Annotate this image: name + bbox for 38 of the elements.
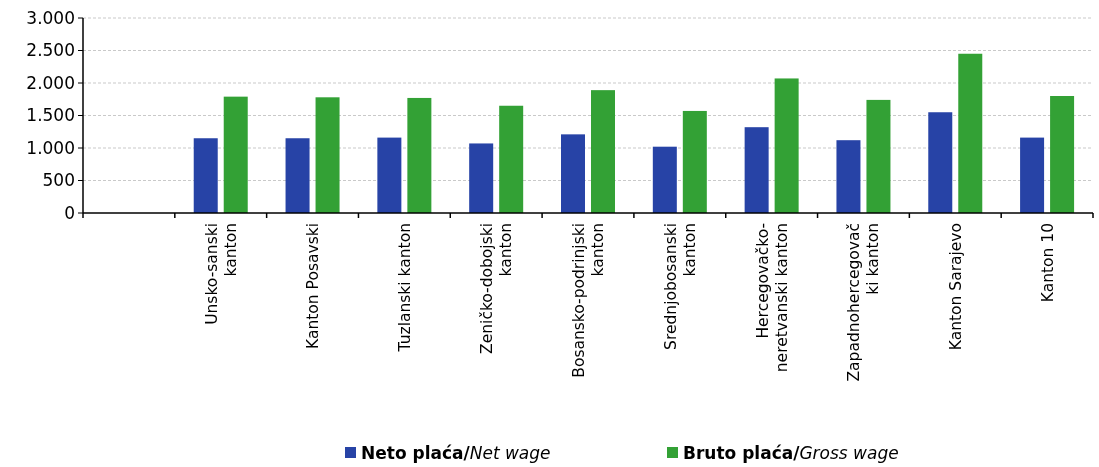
legend-label: Neto plaća/Net wage (361, 442, 551, 463)
bar (652, 146, 677, 213)
x-tick-label: Kanton 10 (1038, 223, 1057, 303)
x-tick-label: Unsko-sanski kanton (202, 223, 240, 325)
bar (866, 99, 891, 213)
y-tick-label: 1.000 (26, 137, 75, 158)
x-tick-label: Bosansko-podrinjski kanton (569, 223, 607, 378)
legend-label: Bruto plaća/Gross wage (683, 442, 899, 463)
bar (928, 112, 953, 213)
y-tick-label: 0 (64, 202, 75, 223)
x-tick-label: Srednjobosanski kanton (661, 223, 699, 350)
bar (499, 105, 524, 213)
x-tick-label: Zapadnohercegovač ki kanton (845, 223, 883, 382)
bar (1050, 96, 1075, 213)
x-tick-label: Zeničko-dobojski kanton (478, 223, 516, 354)
y-tick-label: 500 (42, 170, 75, 191)
y-tick-label: 2.000 (26, 72, 75, 93)
bar (223, 96, 248, 213)
y-tick-label: 2.500 (26, 40, 75, 61)
bar (315, 97, 340, 213)
bar (407, 97, 432, 213)
bar (1020, 137, 1045, 213)
bar (591, 90, 615, 213)
bar (682, 110, 707, 213)
bar (836, 140, 861, 213)
bar (958, 53, 983, 213)
bar (744, 127, 769, 213)
x-tick-label: Tuzlanski kanton (395, 223, 414, 353)
y-tick-label: 1.500 (26, 105, 75, 126)
x-tick-label: Kanton Posavski (303, 223, 322, 349)
bar (774, 78, 799, 213)
bar (469, 143, 494, 213)
bar (377, 137, 402, 213)
x-tick-label: Kanton Sarajevo (946, 223, 965, 351)
bar (285, 138, 310, 213)
y-tick-label: 3.000 (26, 7, 75, 28)
bar (193, 138, 218, 213)
bar (561, 134, 585, 213)
